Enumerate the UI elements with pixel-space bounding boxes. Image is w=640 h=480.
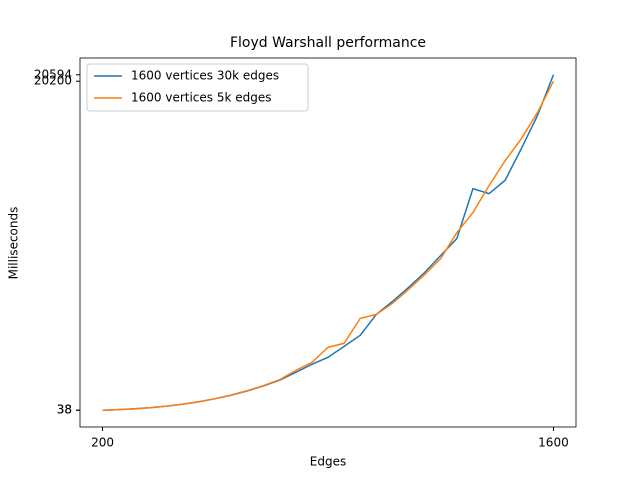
y-tick-label: 38 xyxy=(57,403,72,417)
legend-label: 1600 vertices 5k edges xyxy=(131,91,272,105)
series-line xyxy=(102,80,555,411)
chart-title: Floyd Warshall performance xyxy=(230,35,426,51)
series-line xyxy=(102,74,555,411)
plot-frame xyxy=(79,57,577,428)
y-tick-label: 38 xyxy=(57,403,72,417)
legend: 1600 vertices 30k edges 1600 vertices 5k … xyxy=(86,63,309,112)
x-tick-label: 200 xyxy=(91,436,114,450)
y-tick-label: 20594 xyxy=(34,67,72,81)
y-tick-label: 20200 xyxy=(34,74,72,88)
y-axis-label: Milliseconds xyxy=(7,207,21,280)
x-tick-label: 1600 xyxy=(538,436,569,450)
legend-box xyxy=(86,63,309,112)
x-axis-label: Edges xyxy=(310,455,346,469)
legend-label: 1600 vertices 30k edges xyxy=(131,69,279,83)
